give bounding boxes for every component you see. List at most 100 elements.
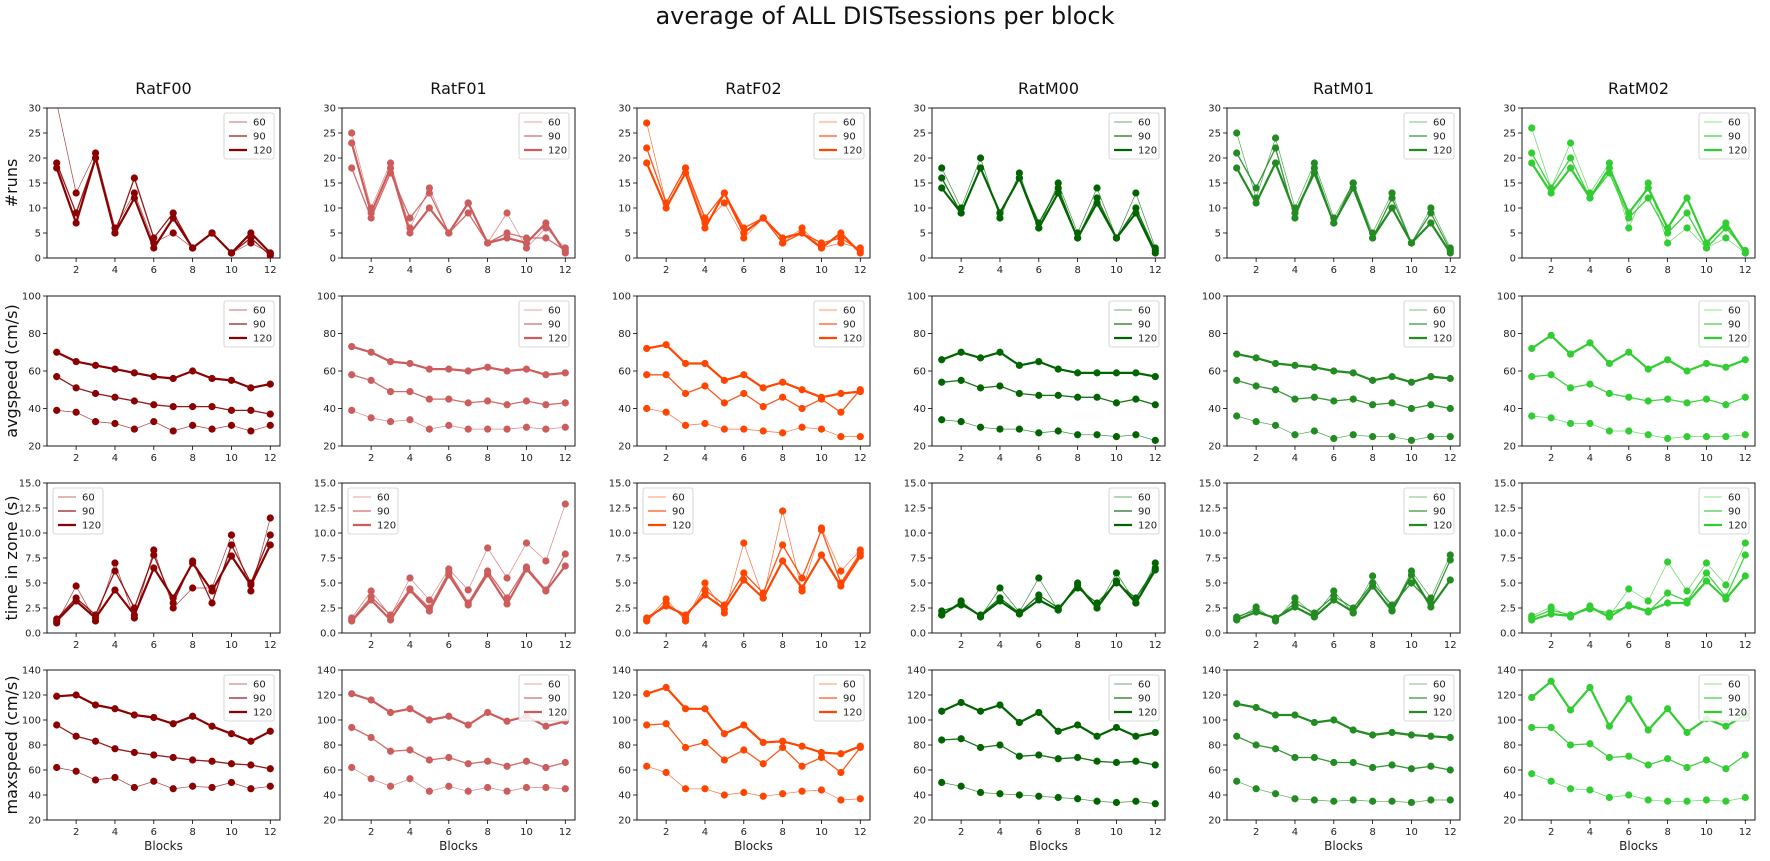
data-point	[266, 380, 274, 388]
data-point	[542, 763, 550, 772]
legend: 60 90 120	[1403, 300, 1455, 348]
data-point	[464, 425, 472, 433]
data-point	[1702, 395, 1711, 403]
legend-label: 90	[548, 132, 561, 143]
data-point	[1054, 606, 1062, 614]
data-point	[53, 159, 61, 167]
subplot: 20 40 60 80 100 2 4 6 8 10 12 60 90 120	[1497, 292, 1756, 464]
data-point	[484, 239, 492, 247]
data-point	[1035, 224, 1043, 232]
data-point	[1605, 722, 1613, 730]
data-point	[1407, 798, 1416, 807]
legend-label: 60	[253, 306, 266, 317]
data-point	[1644, 796, 1652, 804]
x-tick-label: 10	[1110, 640, 1123, 651]
y-tick-label: 20	[1503, 154, 1516, 165]
data-point	[1683, 599, 1691, 607]
y-tick-label: 15.0	[904, 479, 926, 490]
data-point	[957, 698, 965, 707]
data-point	[957, 348, 965, 356]
y-tick-label: 20	[323, 816, 336, 827]
legend-label: 120	[548, 146, 567, 157]
x-tick-label: 2	[958, 265, 964, 276]
x-tick-label: 10	[225, 453, 238, 464]
data-point	[1722, 797, 1730, 805]
data-point	[1035, 429, 1043, 437]
data-point	[227, 531, 236, 539]
data-point	[247, 761, 255, 769]
data-point	[386, 388, 395, 396]
data-point	[1132, 369, 1140, 377]
legend-label: 60	[843, 118, 856, 129]
data-point	[367, 733, 375, 742]
data-point	[169, 785, 177, 793]
data-point	[837, 389, 845, 398]
data-point	[542, 425, 550, 433]
data-point	[247, 229, 255, 237]
data-point	[1132, 189, 1140, 197]
y-tick-label: 120	[612, 691, 631, 702]
series-line-90	[1236, 735, 1451, 771]
data-point	[817, 244, 826, 252]
x-tick-label: 4	[112, 827, 118, 838]
y-tick-label: 40	[913, 791, 926, 802]
y-tick-label: 12.5	[609, 504, 631, 515]
data-point	[150, 373, 158, 381]
x-tick-label: 12	[1739, 265, 1752, 276]
data-point	[1722, 234, 1730, 242]
data-point	[1625, 348, 1633, 356]
data-point	[681, 164, 690, 172]
data-point	[1664, 599, 1672, 607]
x-tick-label: 2	[73, 640, 79, 651]
data-point	[386, 782, 395, 790]
legend-label: 60	[1138, 493, 1151, 504]
x-tick-label: 12	[1739, 640, 1752, 651]
data-point	[1605, 359, 1613, 368]
data-point	[1112, 723, 1121, 732]
y-tick-label: 100	[612, 292, 631, 303]
subplot: 0.0 2.5 5.0 7.5 10.0 12.5 15.0 2 4 6 8 10 12 60 90 120	[1494, 479, 1756, 651]
data-point	[1683, 433, 1691, 441]
legend-label: 120	[1433, 334, 1452, 345]
data-point	[1566, 741, 1575, 749]
data-point	[996, 597, 1004, 605]
legend-label: 120	[253, 146, 272, 157]
subplot: 20 40 60 80 100 2 4 6 8 10 12 60 90 120	[22, 292, 281, 464]
data-point	[1547, 414, 1555, 422]
data-point	[1132, 395, 1140, 403]
data-point	[1310, 753, 1318, 762]
series-line-90	[56, 534, 271, 620]
data-point	[247, 785, 255, 793]
y-tick-label: 60	[28, 766, 41, 777]
data-point	[484, 425, 492, 433]
data-point	[130, 189, 138, 197]
data-point	[1252, 741, 1260, 749]
data-point	[1112, 569, 1121, 577]
data-point	[779, 393, 787, 401]
data-point	[1388, 607, 1396, 615]
x-axis-label: Blocks	[1619, 839, 1658, 853]
y-tick-label: 10.0	[609, 529, 631, 540]
legend-label: 90	[1138, 320, 1151, 331]
data-point	[208, 425, 216, 433]
data-point	[720, 189, 728, 197]
data-point	[169, 214, 177, 222]
data-point	[1722, 722, 1730, 730]
legend-box	[642, 487, 694, 535]
subplot: 20 40 60 80 100 120 140 2 4 6 8 10 12 60 90 120 Blocks	[22, 666, 281, 853]
data-point	[1586, 194, 1594, 202]
series-line-120	[645, 162, 862, 254]
data-point	[1388, 194, 1396, 202]
data-point	[425, 395, 433, 403]
data-point	[464, 586, 472, 594]
data-point	[1722, 765, 1730, 773]
legend: 60 90 120	[1403, 112, 1455, 160]
data-point	[701, 586, 709, 594]
series-line-60	[646, 408, 861, 437]
legend-label: 120	[82, 521, 101, 532]
data-point	[1291, 795, 1299, 803]
data-point	[856, 433, 864, 441]
data-point	[247, 581, 255, 589]
legend-label: 60	[1433, 306, 1446, 317]
x-tick-label: 12	[1149, 265, 1162, 276]
